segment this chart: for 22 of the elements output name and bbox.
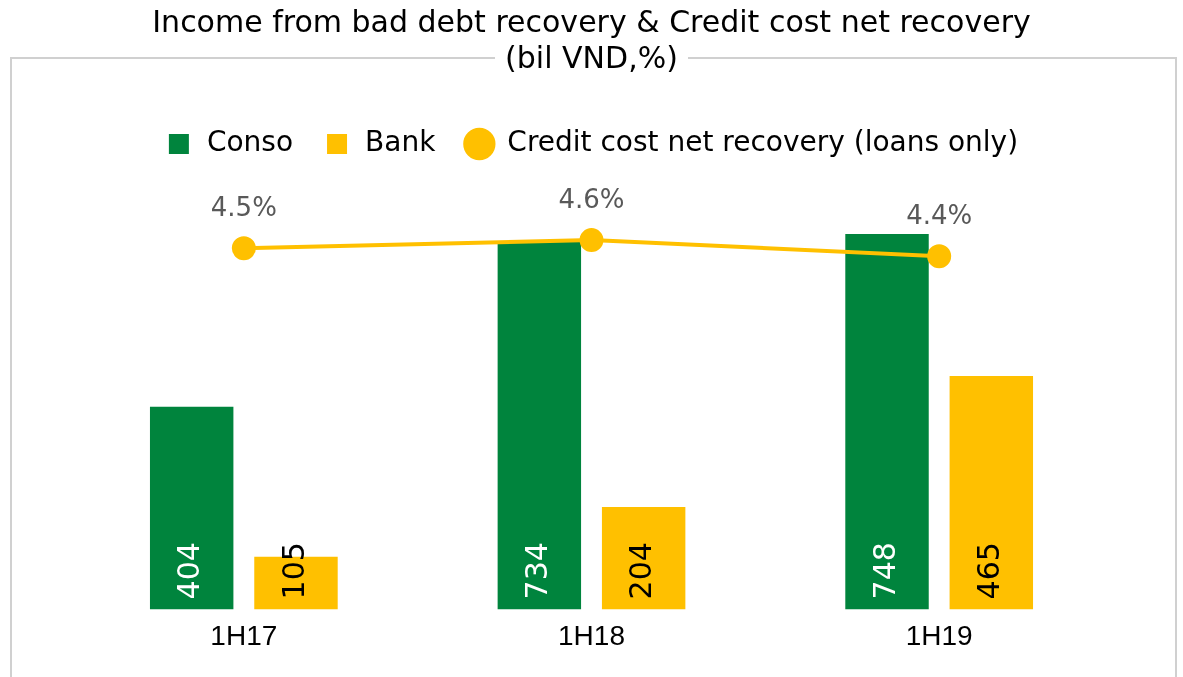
x-tick-label: 1H17 [210, 619, 278, 651]
data-label: 4.4% [906, 199, 973, 230]
chart-subtitle: (bil VND,%) [495, 40, 688, 75]
data-label: 734 [519, 542, 555, 600]
legend-label: Credit cost net recovery (loans only) [507, 125, 1019, 159]
data-label: 105 [275, 542, 311, 600]
data-label: 204 [623, 542, 659, 600]
data-label: 4.6% [558, 183, 625, 214]
data-label: 748 [866, 542, 902, 600]
bar [149, 406, 234, 610]
bar [497, 241, 582, 610]
bar [949, 376, 1034, 610]
data-label: 465 [971, 542, 1007, 600]
chart-title: Income from bad debt recovery & Credit cost net recovery [142, 4, 1041, 39]
x-tick-label: 1H19 [905, 619, 973, 651]
x-tick-label: 1H18 [558, 619, 625, 651]
data-label: 4.5% [210, 191, 277, 222]
data-label: 404 [171, 542, 207, 600]
legend-label: Conso [206, 125, 294, 159]
bar [845, 234, 929, 610]
bar [601, 507, 686, 610]
legend-label: Bank [365, 125, 437, 159]
